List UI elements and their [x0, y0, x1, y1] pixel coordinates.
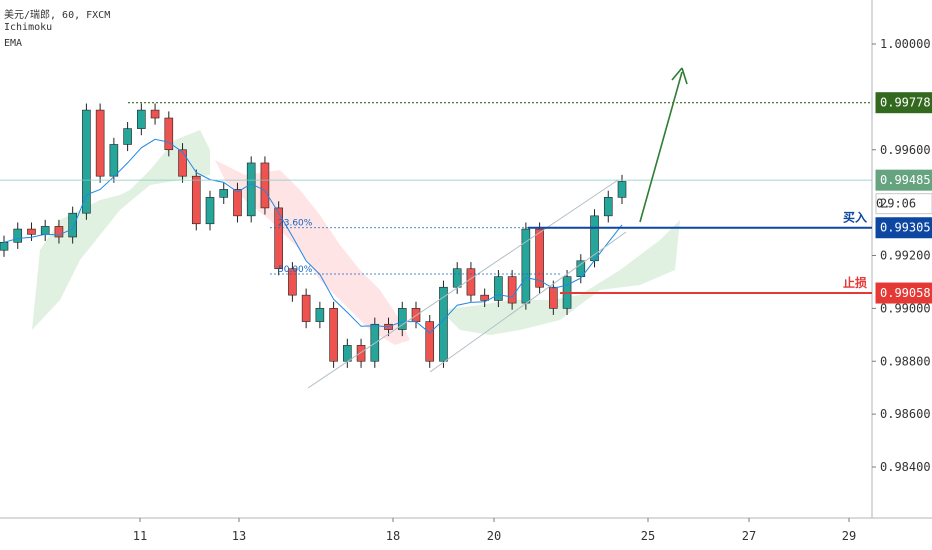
candle-body: [425, 321, 435, 362]
price-tick-label: 0.99000: [880, 301, 931, 315]
price-tick-label: 0.99600: [880, 143, 931, 157]
candle-body: [178, 149, 187, 177]
candle-body: [439, 286, 448, 362]
buy-annotation: 买入: [843, 211, 867, 225]
candle-body: [191, 175, 201, 225]
time-tick-label: 29: [842, 529, 856, 543]
candle-body: [164, 117, 174, 151]
candle-body: [68, 212, 77, 238]
fib-50-label: 50.00%: [278, 265, 313, 275]
candle-body: [603, 197, 613, 217]
price-label-entry[interactable]: [875, 217, 932, 239]
candle-body: [549, 286, 558, 309]
stop-annotation: 止损: [843, 275, 867, 290]
price-tick-label: 0.98800: [880, 354, 931, 368]
candle-body: [0, 241, 9, 251]
ichimoku-cloud-bull-2: [440, 220, 680, 335]
ema-line: [3, 138, 623, 334]
candle-body: [343, 345, 352, 362]
candle-body: [397, 308, 407, 330]
partial-price-label: 0.: [876, 197, 890, 211]
candle-body: [260, 162, 270, 209]
candle-body: [246, 162, 256, 217]
price-tick-label: 0.98400: [880, 460, 931, 474]
candle-body: [13, 228, 23, 243]
price-label-target-text: 0.99778: [880, 96, 931, 110]
price-label-stop-text: 0.99058: [880, 286, 931, 300]
price-tick-label: 0.99200: [880, 249, 931, 263]
fib-23-label: 23.60%: [278, 219, 313, 229]
candle-body: [274, 207, 283, 270]
candle-body: [27, 228, 36, 235]
candle-body: [466, 268, 476, 296]
candle-body: [137, 109, 146, 129]
projection-arrow-head: [671, 67, 688, 85]
candle-body: [205, 197, 215, 225]
indicator-ichimoku-label[interactable]: Ichimoku: [4, 22, 53, 33]
candle-body: [494, 276, 503, 301]
projection-arrow-line: [639, 71, 683, 223]
symbol-title: 美元/瑞郎, 60, FXCM: [4, 10, 111, 21]
price-tick-label: 1.00000: [880, 37, 931, 51]
indicator-ema-label[interactable]: EMA: [4, 38, 23, 49]
time-tick-label: 13: [232, 529, 246, 543]
candle-body: [329, 308, 338, 362]
price-label-last-text: 0.99485: [880, 173, 931, 187]
candle-body: [54, 226, 64, 238]
price-tick-label: 0.98600: [880, 407, 931, 421]
candle-body: [288, 268, 297, 296]
candle-body: [535, 228, 544, 288]
candle-body: [82, 109, 91, 214]
candle-body: [123, 128, 132, 145]
price-label-countdown-text: 29:06: [880, 197, 916, 211]
price-label-entry-text: 0.99305: [880, 221, 931, 235]
candle-body: [617, 181, 627, 198]
candle-body: [507, 276, 517, 304]
candle-body: [109, 144, 119, 177]
candle-body: [452, 268, 462, 288]
candle-body: [315, 308, 325, 322]
candle-body: [40, 226, 50, 235]
candle-body: [219, 189, 229, 198]
time-tick-label: 11: [133, 529, 147, 543]
price-label-countdown[interactable]: [875, 193, 932, 215]
time-tick-label: 18: [386, 529, 400, 543]
candle-body: [233, 189, 242, 217]
time-tick-label: 25: [641, 529, 655, 543]
time-tick-label: 20: [487, 529, 501, 543]
candle-body: [356, 345, 366, 362]
price-label-last[interactable]: [875, 169, 932, 191]
time-tick-label: 27: [742, 529, 756, 543]
candle-body: [150, 109, 160, 119]
candle-body: [480, 294, 489, 301]
candle-body: [301, 294, 311, 322]
price-label-target[interactable]: [875, 92, 932, 114]
candle-body: [95, 109, 105, 177]
candle-body: [576, 260, 586, 277]
price-label-stop[interactable]: [875, 282, 932, 304]
trend-channel: [307, 179, 627, 389]
